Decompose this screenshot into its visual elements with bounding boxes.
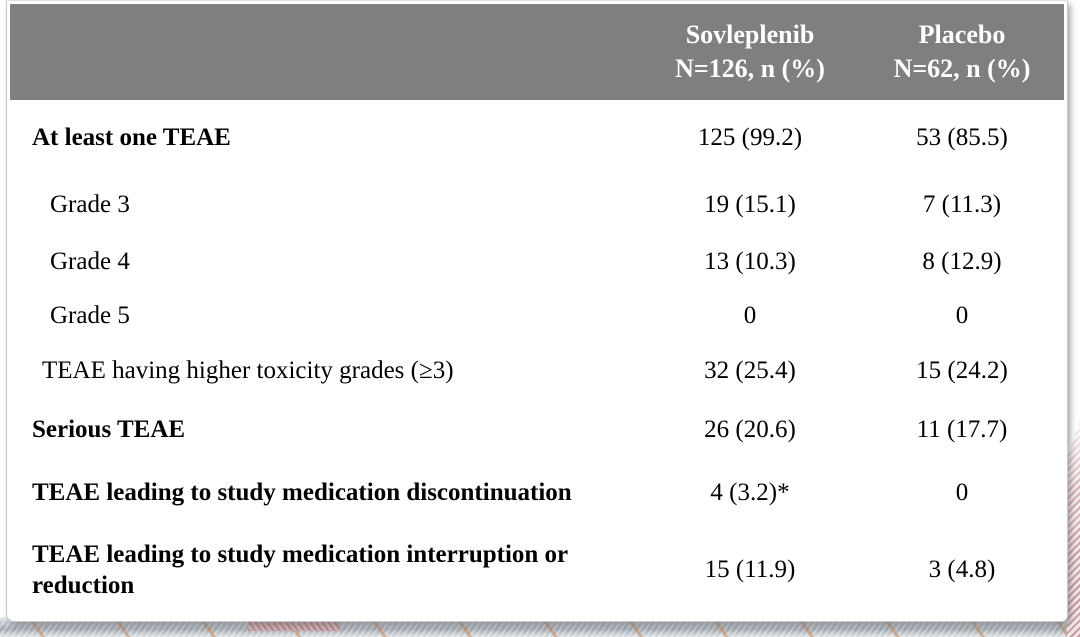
table-row: Grade 4 13 (10.3) 8 (12.9) (10, 235, 1064, 289)
table-row: TEAE leading to study medication discont… (10, 460, 1064, 525)
placebo-value: 0 (955, 302, 969, 329)
placebo-value: 0 (955, 478, 969, 506)
row-label: TEAE leading to study medication interru… (32, 540, 568, 599)
placebo-column-title: Placebo (918, 20, 1006, 50)
placebo-value: 3 (4.8) (928, 556, 996, 583)
sovleplenib-value: 0 (743, 302, 757, 329)
sovleplenib-value: 13 (10.3) (704, 248, 796, 275)
table-header-row: Sovleplenib N=126, n (%) Placebo N=62, n… (10, 4, 1064, 100)
row-label: Grade 3 (50, 191, 130, 219)
placebo-value: 7 (11.3) (922, 191, 1002, 218)
sovleplenib-value: 19 (15.1) (704, 191, 796, 218)
sovleplenib-value: 15 (11.9) (704, 556, 796, 583)
bottom-decoration-ribbon (0, 617, 1080, 637)
table-body: At least one TEAE 125 (99.2) 53 (85.5) G… (10, 100, 1064, 618)
header-placebo-cell: Placebo N=62, n (%) (860, 4, 1064, 100)
header-empty-cell (10, 4, 640, 100)
placebo-value: 8 (12.9) (922, 248, 1002, 275)
table-row: Grade 3 19 (15.1) 7 (11.3) (10, 175, 1064, 235)
bottom-ribbon-rose-patch (248, 619, 340, 631)
row-label: Serious TEAE (32, 415, 186, 443)
placebo-value: 11 (17.7) (916, 415, 1008, 443)
table-row: Serious TEAE 26 (20.6) 11 (17.7) (10, 399, 1064, 460)
sovleplenib-column-subtitle: N=126, n (%) (675, 54, 825, 83)
header-sovleplenib-cell: Sovleplenib N=126, n (%) (640, 4, 860, 100)
teae-summary-table: Sovleplenib N=126, n (%) Placebo N=62, n… (6, 0, 1068, 622)
sovleplenib-value: 32 (25.4) (704, 357, 796, 384)
row-label: At least one TEAE (32, 123, 231, 151)
table-row: Grade 5 0 0 (10, 289, 1064, 343)
row-label: Grade 5 (50, 302, 130, 330)
sovleplenib-value: 125 (99.2) (697, 123, 803, 151)
sovleplenib-column-title: Sovleplenib (685, 20, 815, 50)
table-row: TEAE leading to study medication interru… (10, 525, 1064, 615)
right-decoration-ribbon (1067, 420, 1080, 637)
sovleplenib-value: 26 (20.6) (704, 415, 796, 443)
placebo-value: 15 (24.2) (916, 357, 1008, 384)
table-row: At least one TEAE 125 (99.2) 53 (85.5) (10, 100, 1064, 175)
placebo-value: 53 (85.5) (916, 123, 1008, 151)
placebo-column-subtitle: N=62, n (%) (893, 54, 1031, 83)
row-label: TEAE having higher toxicity grades (≥3) (42, 357, 454, 385)
sovleplenib-value: 4 (3.2)* (710, 478, 790, 506)
row-label: Grade 4 (50, 248, 130, 276)
row-label: TEAE leading to study medication discont… (32, 478, 572, 506)
table-row: TEAE having higher toxicity grades (≥3) … (10, 343, 1064, 399)
